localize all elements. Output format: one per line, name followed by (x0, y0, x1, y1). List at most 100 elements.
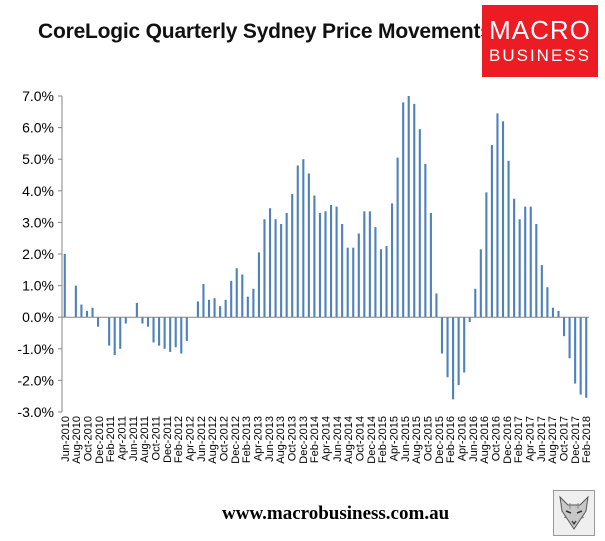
x-tick-label: Dec-2013 (298, 416, 310, 464)
bar (268, 208, 272, 318)
x-tick-label: Feb-2013 (241, 416, 253, 463)
bar (146, 317, 150, 327)
bar (219, 306, 222, 318)
bar (440, 317, 444, 354)
bar (335, 206, 338, 318)
bar (546, 287, 549, 318)
bar (446, 317, 449, 378)
x-tick-label: Feb-2016 (445, 416, 457, 463)
bar (302, 159, 305, 318)
bar (407, 96, 410, 318)
bar (313, 195, 316, 318)
bar-series (63, 96, 588, 400)
bar (257, 252, 260, 318)
bar (224, 299, 227, 318)
bar (97, 317, 100, 327)
bar (108, 317, 111, 346)
bar (435, 293, 438, 318)
bar (329, 205, 333, 318)
x-tick-label: Dec-2012 (230, 416, 242, 464)
x-tick-label: Dec-2015 (434, 416, 446, 464)
x-tick-label: Dec-2014 (366, 416, 378, 464)
bar (185, 317, 188, 341)
x-tick-label: Oct-2016 (491, 416, 503, 461)
y-tick-label: 2.0% (22, 246, 54, 262)
bar (463, 317, 466, 373)
x-tick-label: Jun-2010 (60, 416, 72, 462)
bar (557, 310, 560, 318)
y-tick-label: -2.0% (17, 372, 54, 388)
bar (363, 211, 366, 318)
bar (280, 223, 283, 318)
bar (119, 317, 122, 349)
bar (562, 317, 566, 337)
bar (291, 193, 294, 318)
x-tick-label: Jun-2011 (128, 416, 140, 461)
x-tick-label: Aug-2014 (343, 416, 355, 464)
bar (568, 317, 571, 359)
bar (585, 317, 588, 398)
bar (346, 247, 349, 318)
x-tick-label: Apr-2017 (525, 416, 537, 461)
x-tick-label: Oct-2017 (559, 416, 571, 461)
bar (241, 274, 244, 318)
x-tick-label: Oct-2012 (218, 416, 230, 461)
bar (91, 307, 94, 318)
x-tick-label: Apr-2012 (184, 416, 196, 461)
bar (80, 304, 83, 318)
x-tick-label: Aug-2011 (139, 416, 151, 463)
bar (518, 219, 521, 318)
bar (551, 307, 554, 318)
x-tick-label: Dec-2017 (570, 416, 582, 464)
bar (452, 317, 455, 400)
x-tick-label: Feb-2017 (513, 416, 525, 463)
bar (501, 121, 505, 318)
x-tick-label: Dec-2010 (94, 416, 106, 464)
bar (474, 288, 477, 318)
y-tick-label: 6.0% (22, 120, 54, 136)
bar (413, 103, 416, 318)
bar (379, 249, 383, 318)
bar (385, 246, 388, 318)
x-tick-label: Apr-2016 (457, 416, 469, 461)
x-tick-label: Oct-2010 (82, 416, 94, 461)
bar (485, 192, 488, 318)
bar (235, 268, 238, 318)
bar (135, 302, 138, 318)
bar (579, 317, 582, 395)
bar (74, 285, 77, 318)
x-axis: Jun-2010 Aug-2010 Oct-2010 Dec-2010 Feb-2011… (60, 316, 593, 464)
bar (318, 212, 322, 318)
bar (252, 288, 255, 318)
x-tick-label: Jun-2017 (536, 416, 548, 462)
bar (429, 212, 432, 318)
bar (496, 113, 499, 318)
bar (196, 301, 199, 318)
y-tick-label: -1.0% (17, 341, 54, 357)
bar (341, 223, 344, 318)
x-tick-label: Feb-2012 (173, 416, 185, 463)
x-tick-label: Dec-2011 (162, 416, 174, 463)
bar (113, 317, 116, 356)
bar (524, 206, 527, 318)
bar (418, 129, 421, 318)
website-url: www.macrobusiness.com.au (222, 503, 450, 524)
y-tick-label: 7.0% (22, 88, 54, 104)
x-tick-label: Oct-2015 (423, 416, 435, 461)
x-tick-label: Aug-2012 (207, 416, 219, 464)
y-tick-label: 4.0% (22, 183, 54, 199)
x-tick-label: Oct-2013 (286, 416, 298, 461)
bar (207, 299, 211, 318)
x-tick-label: Jun-2015 (400, 416, 412, 462)
bar (424, 163, 427, 318)
bar (490, 144, 493, 318)
bar (285, 212, 288, 318)
bar (296, 165, 299, 318)
bar (513, 198, 516, 318)
bar (63, 254, 66, 318)
fox-head-icon (553, 490, 595, 536)
bar (324, 211, 327, 318)
bar (357, 233, 360, 318)
x-tick-label: Aug-2016 (479, 416, 491, 464)
x-tick-label: Jun-2013 (264, 416, 276, 462)
